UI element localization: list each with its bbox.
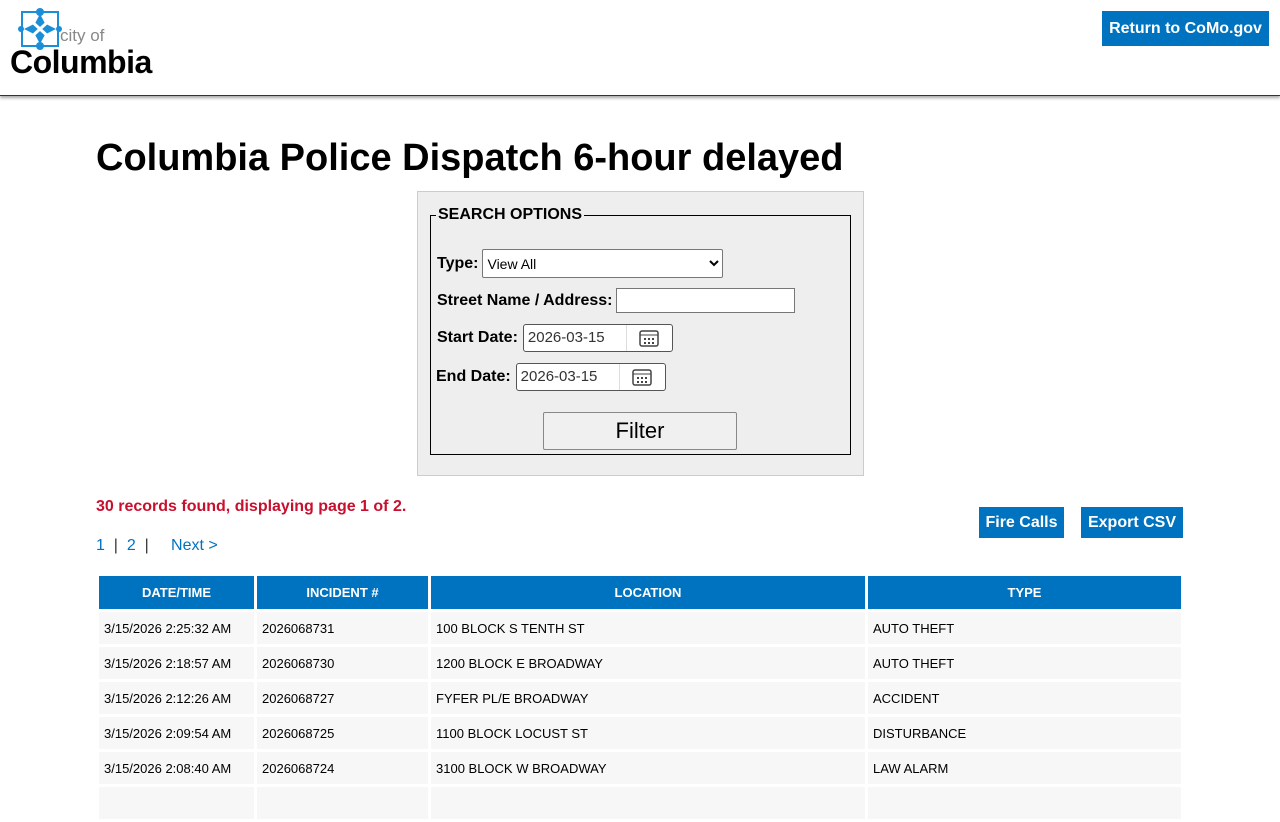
table-row: 3/15/2026 2:12:26 AM 2026068727 FYFER PL/E… bbox=[99, 682, 1181, 714]
datetime-cell: 3/15/2026 2:09:54 AM bbox=[99, 717, 254, 749]
table-row bbox=[99, 787, 1181, 819]
filter-button[interactable]: Filter bbox=[543, 412, 737, 450]
datetime-cell: 3/15/2026 2:18:57 AM bbox=[99, 647, 254, 679]
table-row: 3/15/2026 2:25:32 AM 2026068731 100 BLOCK … bbox=[99, 612, 1181, 644]
empty-cell bbox=[99, 787, 254, 819]
table-row: 3/15/2026 2:08:40 AM 2026068724 3100 BLOCK… bbox=[99, 752, 1181, 784]
location-cell: 1100 BLOCK LOCUST ST bbox=[431, 717, 865, 749]
street-label: Street Name / Address: bbox=[437, 291, 613, 309]
header-datetime[interactable]: DATE/TIME bbox=[99, 576, 254, 609]
header-location[interactable]: LOCATION bbox=[431, 576, 865, 609]
header-incident[interactable]: INCIDENT # bbox=[257, 576, 428, 609]
start-date-input[interactable]: 2026-03-15 bbox=[522, 324, 673, 352]
page-title: Columbia Police Dispatch 6-hour delayed bbox=[96, 137, 844, 179]
start-date-value: 2026-03-15 bbox=[527, 329, 605, 346]
datetime-cell: 3/15/2026 2:08:40 AM bbox=[99, 752, 254, 784]
incident-cell: 2026068730 bbox=[257, 647, 428, 679]
search-legend: SEARCH OPTIONS bbox=[438, 206, 583, 223]
end-date-value: 2026-03-15 bbox=[520, 368, 598, 385]
fire-calls-button[interactable]: Fire Calls bbox=[979, 507, 1064, 538]
street-input[interactable] bbox=[616, 288, 796, 313]
header-type[interactable]: TYPE bbox=[868, 576, 1181, 609]
city-logo[interactable]: city of Columbia bbox=[10, 8, 155, 82]
export-csv-button[interactable]: Export CSV bbox=[1081, 507, 1183, 538]
type-cell: DISTURBANCE bbox=[868, 717, 1181, 749]
table-row: 3/15/2026 2:09:54 AM 2026068725 1100 BLOCK… bbox=[99, 717, 1181, 749]
return-to-como-button[interactable]: Return to CoMo.gov bbox=[1102, 11, 1269, 46]
table-row: 3/15/2026 2:18:57 AM 2026068730 1200 BLOCK… bbox=[99, 647, 1181, 679]
type-cell: ACCIDENT bbox=[868, 682, 1181, 714]
type-label: Type: bbox=[437, 254, 479, 272]
logo-columbia: Columbia bbox=[10, 44, 152, 80]
start-date-label: Start Date: bbox=[437, 329, 518, 346]
location-cell: 3100 BLOCK W BROADWAY bbox=[431, 752, 865, 784]
location-cell: FYFER PL/E BROADWAY bbox=[431, 682, 865, 714]
search-fieldset: SEARCH OPTIONS Type: View All Street Nam… bbox=[430, 206, 851, 455]
end-date-label: End Date: bbox=[436, 368, 511, 385]
pager-separator: | bbox=[144, 537, 149, 554]
type-cell: AUTO THEFT bbox=[868, 612, 1181, 644]
calendar-icon[interactable] bbox=[618, 364, 665, 390]
pagination: 1 | 2 | Next > bbox=[96, 537, 218, 555]
logo-mark-icon bbox=[18, 8, 62, 50]
search-options-panel: SEARCH OPTIONS Type: View All Street Nam… bbox=[417, 191, 864, 476]
next-page-link[interactable]: Next > bbox=[171, 537, 218, 554]
location-cell: 100 BLOCK S TENTH ST bbox=[431, 612, 865, 644]
empty-cell bbox=[868, 787, 1181, 819]
site-header: city of Columbia Return to CoMo.gov bbox=[0, 0, 1280, 96]
dispatch-table: DATE/TIME INCIDENT # LOCATION TYPE 3/15/… bbox=[96, 573, 1184, 822]
type-cell: LAW ALARM bbox=[868, 752, 1181, 784]
incident-cell: 2026068724 bbox=[257, 752, 428, 784]
calendar-icon[interactable] bbox=[625, 325, 672, 351]
logo-city-of: city of bbox=[60, 26, 105, 45]
page-1-link[interactable]: 1 bbox=[96, 537, 105, 554]
location-cell: 1200 BLOCK E BROADWAY bbox=[431, 647, 865, 679]
empty-cell bbox=[257, 787, 428, 819]
records-status: 30 records found, displaying page 1 of 2… bbox=[96, 498, 407, 515]
datetime-cell: 3/15/2026 2:12:26 AM bbox=[99, 682, 254, 714]
page-2-link[interactable]: 2 bbox=[126, 537, 136, 554]
incident-cell: 2026068731 bbox=[257, 612, 428, 644]
end-date-input[interactable]: 2026-03-15 bbox=[515, 363, 666, 391]
datetime-cell: 3/15/2026 2:25:32 AM bbox=[99, 612, 254, 644]
incident-cell: 2026068727 bbox=[257, 682, 428, 714]
type-cell: AUTO THEFT bbox=[868, 647, 1181, 679]
type-select[interactable]: View All bbox=[482, 249, 724, 278]
incident-cell: 2026068725 bbox=[257, 717, 428, 749]
pager-separator: | bbox=[113, 537, 118, 554]
empty-cell bbox=[431, 787, 865, 819]
